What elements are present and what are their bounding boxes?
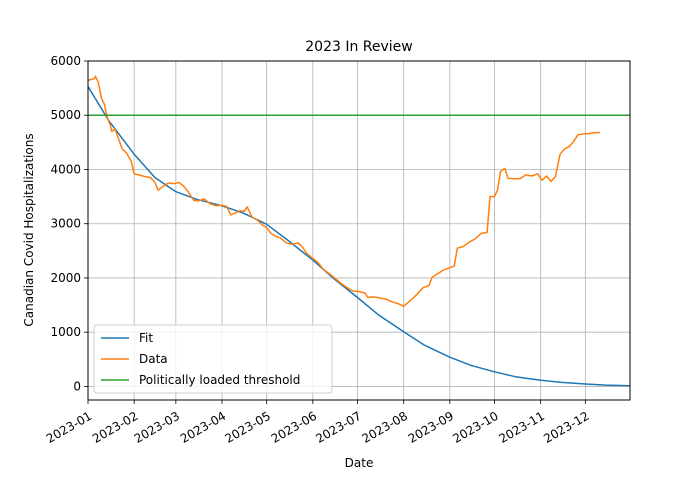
y-axis-label: Canadian Covid Hospitalizations — [22, 133, 36, 326]
x-axis-label: Date — [345, 456, 374, 470]
y-tick-label: 5000 — [50, 108, 81, 122]
y-tick-label: 4000 — [50, 162, 81, 176]
legend-entry-label: Fit — [139, 331, 153, 345]
legend-entry-label: Data — [139, 352, 168, 366]
series-line-fit — [87, 86, 631, 387]
y-tick-label: 6000 — [50, 54, 81, 68]
y-tick-label: 3000 — [50, 217, 81, 231]
y-tick-label: 1000 — [50, 325, 81, 339]
legend: Fit Data Politically loaded threshold — [93, 324, 333, 394]
y-axis: 0 1000 2000 3000 4000 5000 6000 — [50, 54, 88, 393]
legend-box — [93, 324, 333, 394]
series-line-data — [87, 75, 601, 307]
legend-entry-label: Politically loaded threshold — [139, 373, 300, 387]
chart-title: 2023 In Review — [305, 39, 412, 55]
plot-lines — [87, 75, 631, 387]
y-tick-label: 2000 — [50, 271, 81, 285]
y-tick-label: 0 — [73, 379, 81, 393]
axes-frame — [87, 60, 631, 401]
